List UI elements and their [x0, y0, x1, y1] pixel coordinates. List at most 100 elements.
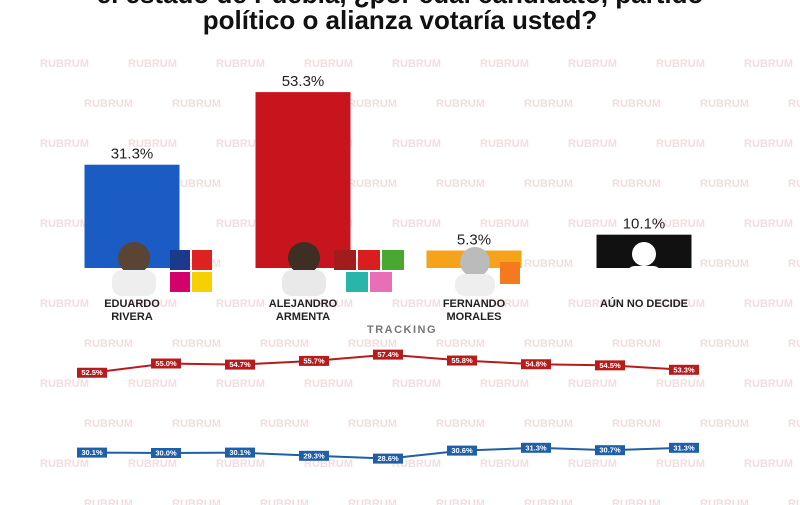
watermark: RUBRUM — [304, 298, 353, 310]
watermark: RUBRUM — [656, 458, 705, 470]
watermark: RUBRUM — [744, 458, 793, 470]
tracking-title: TRACKING — [367, 324, 437, 336]
watermark: RUBRUM — [436, 98, 485, 110]
point-label: 29.3% — [303, 451, 325, 460]
watermark: RUBRUM — [612, 498, 661, 505]
watermark: RUBRUM — [216, 218, 265, 230]
watermark: RUBRUM — [612, 338, 661, 350]
value-label: 10.1% — [623, 216, 666, 233]
watermark: RUBRUM — [480, 58, 529, 70]
watermark: RUBRUM — [348, 418, 397, 430]
point-label: 57.4% — [377, 350, 399, 359]
point — [151, 448, 181, 458]
point-label: 30.1% — [81, 448, 103, 457]
watermark: RUBRUM — [568, 458, 617, 470]
photos — [112, 242, 662, 296]
point-label: 30.6% — [451, 446, 473, 455]
watermark: RUBRUM — [392, 58, 441, 70]
watermark: RUBRUM — [700, 258, 749, 270]
point — [225, 447, 255, 458]
category-label: EDUARDO — [104, 298, 160, 310]
watermark: RUBRUM — [524, 498, 573, 505]
watermark: RUBRUM — [348, 338, 397, 350]
watermark: RUBRUM — [700, 338, 749, 350]
watermark: RUBRUM — [524, 178, 573, 190]
watermark: RUBRUM — [40, 58, 89, 70]
watermark: RUBRUM — [568, 58, 617, 70]
watermark: RUBRUM — [260, 338, 309, 350]
watermark: RUBRUM — [480, 378, 529, 390]
watermark: RUBRUM — [568, 218, 617, 230]
watermark: RUBRUM — [568, 138, 617, 150]
category-label: AÚN NO DECIDE — [600, 297, 688, 310]
point-label: 31.3% — [673, 443, 695, 452]
watermark: RUBRUM — [568, 298, 617, 310]
point-label: 30.0% — [155, 448, 177, 457]
watermark: RUBRUM — [524, 418, 573, 430]
point — [77, 367, 107, 378]
watermark: RUBRUM — [788, 258, 800, 270]
point-label: 30.1% — [229, 448, 251, 457]
watermark: RUBRUM — [744, 218, 793, 230]
point — [521, 442, 551, 453]
watermark: RUBRUM — [260, 418, 309, 430]
watermark: RUBRUM — [612, 98, 661, 110]
point-label: 31.3% — [525, 443, 547, 452]
point — [373, 349, 403, 360]
watermark: RUBRUM — [480, 218, 529, 230]
watermark: RUBRUM — [40, 218, 89, 230]
watermark: RUBRUM — [216, 58, 265, 70]
watermark: RUBRUM — [700, 498, 749, 505]
watermark: RUBRUM — [656, 218, 705, 230]
watermark: RUBRUM — [656, 138, 705, 150]
watermark: RUBRUM — [700, 178, 749, 190]
watermark: RUBRUM — [128, 138, 177, 150]
watermark: RUBRUM — [128, 458, 177, 470]
watermark: RUBRUM — [172, 98, 221, 110]
point — [225, 359, 255, 370]
watermark: RUBRUM — [392, 378, 441, 390]
point-label: 55.0% — [155, 359, 177, 368]
watermark: RUBRUM — [656, 298, 705, 310]
value-label: 5.3% — [457, 231, 491, 248]
point — [521, 359, 551, 370]
watermark: RUBRUM — [436, 498, 485, 505]
point — [77, 447, 107, 458]
watermark: RUBRUM — [700, 418, 749, 430]
watermark: RUBRUM — [84, 498, 133, 505]
category-label: ALEJANDRO — [269, 298, 338, 310]
watermark: RUBRUM — [436, 178, 485, 190]
category-label: RIVERA — [111, 311, 153, 323]
watermark: RUBRUM — [788, 498, 800, 505]
point-label: 54.5% — [599, 361, 621, 370]
point — [669, 442, 699, 453]
title-line: político o alianza votaría usted? — [203, 5, 597, 35]
watermark: RUBRUM — [392, 138, 441, 150]
watermark: RUBRUM — [436, 338, 485, 350]
watermark: RUBRUM — [84, 98, 133, 110]
point — [447, 445, 477, 456]
watermark: RUBRUM — [40, 138, 89, 150]
watermark: RUBRUM — [436, 418, 485, 430]
watermark: RUBRUM — [216, 458, 265, 470]
watermark: RUBRUM — [480, 458, 529, 470]
watermark: RUBRUM — [128, 298, 177, 310]
watermark: RUBRUM — [612, 178, 661, 190]
watermark: RUBRUM — [568, 378, 617, 390]
watermark: RUBRUM — [216, 298, 265, 310]
point-label: 28.6% — [377, 454, 399, 463]
watermark: RUBRUM — [656, 378, 705, 390]
point — [595, 360, 625, 371]
watermark: RUBRUM — [392, 298, 441, 310]
point-label: 55.7% — [303, 356, 325, 365]
point — [595, 445, 625, 456]
point — [447, 355, 477, 366]
watermark: RUBRUM — [40, 298, 89, 310]
watermark: RUBRUM — [348, 98, 397, 110]
watermark: RUBRUM — [304, 58, 353, 70]
watermark: RUBRUM — [524, 258, 573, 270]
watermarks: RUBRUM RUBRUM RUBRUM RUBRUM RUBRUM RUBRUM RUBR… — [40, 58, 800, 505]
watermark: RUBRUM — [392, 458, 441, 470]
